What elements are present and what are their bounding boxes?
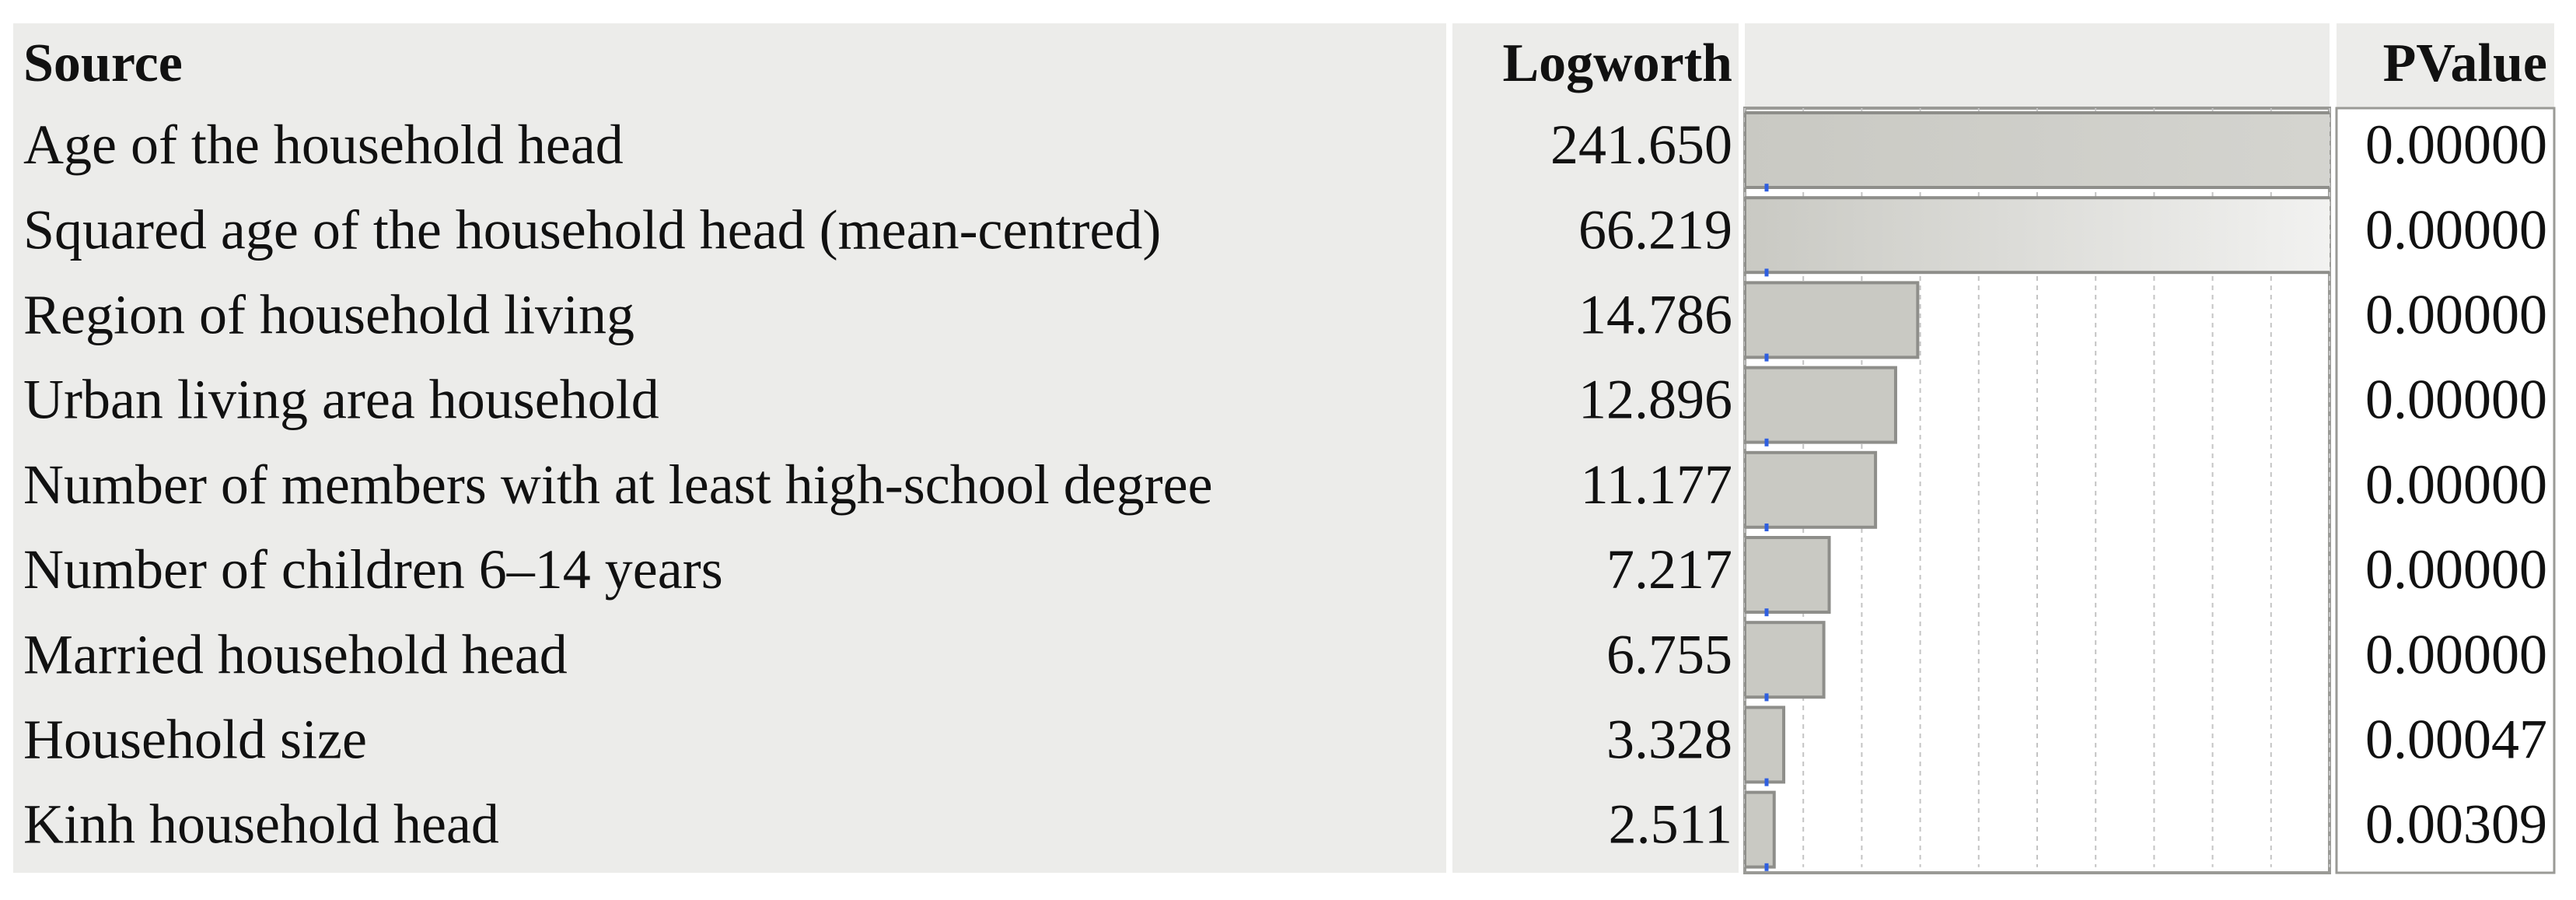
logworth-value: 66.219 <box>1578 198 1732 261</box>
logworth-value: 6.755 <box>1606 623 1732 685</box>
logworth-value: 12.896 <box>1578 369 1732 431</box>
logworth-value: 7.217 <box>1606 538 1732 601</box>
header-cell <box>2337 23 2554 108</box>
bar <box>1745 790 1776 869</box>
source-label: Married household head <box>23 623 568 685</box>
header-cell <box>1452 23 1739 108</box>
bars <box>1745 111 2330 869</box>
bar <box>1745 706 1786 784</box>
bar <box>1745 281 1920 359</box>
pvalue-value: 0.00000 <box>2365 284 2547 346</box>
logworth-column <box>1452 108 1739 873</box>
source-label: Urban living area household <box>23 369 659 431</box>
source-column <box>13 108 1446 873</box>
logworth-value: 241.650 <box>1550 114 1732 176</box>
source-label: Region of household living <box>23 284 634 346</box>
column-header: Source <box>23 33 183 93</box>
column-header: PValue <box>2383 33 2547 93</box>
bar <box>1745 536 1831 614</box>
pvalue-value: 0.00047 <box>2365 709 2547 771</box>
source-label: Kinh household head <box>23 793 499 856</box>
logworth-value: 11.177 <box>1581 454 1732 516</box>
logworth-value: 14.786 <box>1578 284 1732 346</box>
header-cell <box>13 23 1446 108</box>
pvalue-value: 0.00000 <box>2365 623 2547 685</box>
pvalue-value: 0.00309 <box>2365 793 2547 856</box>
bar <box>1745 621 1826 699</box>
bar <box>1745 111 2330 189</box>
pvalue-value: 0.00000 <box>2365 114 2547 176</box>
logworth-value: 3.328 <box>1606 709 1732 771</box>
source-label: Squared age of the household head (mean-… <box>23 198 1161 261</box>
bar <box>1745 196 2330 275</box>
pvalue-column <box>2335 107 2556 874</box>
pvalue-value: 0.00000 <box>2365 538 2547 601</box>
header-cell <box>1745 23 2330 108</box>
pvalue-value: 0.00000 <box>2365 369 2547 431</box>
bar <box>1745 450 1878 529</box>
logworth-value: 2.511 <box>1609 793 1732 856</box>
source-label: Number of children 6–14 years <box>23 538 723 601</box>
source-label: Age of the household head <box>23 114 624 176</box>
bar <box>1745 366 1897 444</box>
pvalue-value: 0.00000 <box>2365 198 2547 261</box>
source-label: Number of members with at least high-sch… <box>23 454 1213 516</box>
source-label: Household size <box>23 709 367 771</box>
column-header: Logworth <box>1502 33 1732 93</box>
pvalue-value: 0.00000 <box>2365 454 2547 516</box>
